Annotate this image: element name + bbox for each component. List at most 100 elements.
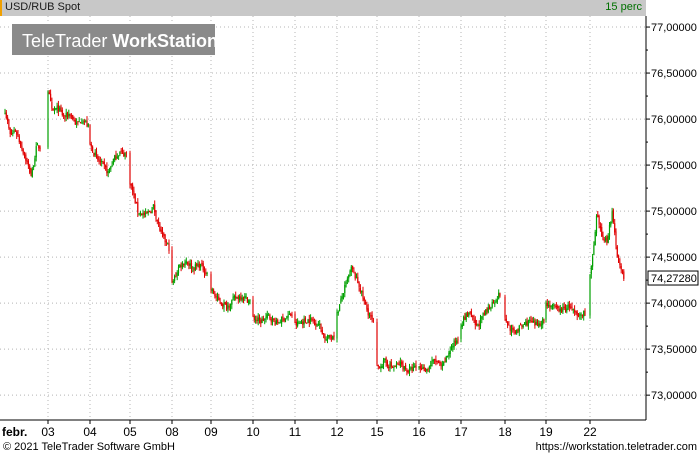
candle-body — [119, 151, 121, 155]
candle-body — [308, 319, 310, 323]
candle-body — [165, 241, 167, 243]
candle-body — [36, 144, 39, 146]
candle-body — [203, 269, 206, 274]
candle-body — [460, 326, 462, 339]
candle-body — [564, 307, 567, 311]
candle-body — [79, 122, 82, 124]
candle-body — [498, 292, 500, 299]
website-link[interactable]: https://workstation.teletrader.com — [535, 441, 697, 453]
candle-body — [312, 319, 314, 321]
price-chart[interactable]: TeleTrader WorkStation 77,0000076,500007… — [0, 0, 700, 440]
candle-body — [306, 322, 308, 324]
candle-body — [598, 215, 600, 225]
candle-body — [436, 361, 438, 363]
candle-body — [133, 190, 135, 195]
candle-body — [123, 152, 125, 156]
candle-body — [337, 312, 339, 314]
candle-body — [16, 131, 18, 135]
candle-body — [211, 289, 213, 291]
candle-body — [303, 318, 305, 325]
candle-body — [223, 303, 225, 308]
candle-body — [227, 305, 229, 309]
candle-body — [392, 367, 394, 369]
candle-body — [414, 365, 416, 367]
candle-body — [534, 319, 536, 326]
candle-body — [39, 147, 41, 149]
candle-body — [390, 362, 392, 367]
candle-body — [611, 211, 613, 222]
candle-body — [354, 272, 356, 279]
candle-body — [477, 325, 479, 327]
x-tick-label: 11 — [289, 425, 302, 439]
candle-body — [427, 369, 429, 371]
candle-body — [196, 263, 198, 267]
candle-body — [538, 323, 540, 327]
candle-body — [339, 304, 341, 311]
candle-body — [246, 297, 248, 303]
candle-body — [20, 140, 22, 147]
candle-body — [38, 145, 40, 149]
candle-body — [90, 144, 92, 147]
x-axis: febr. 03 04 05 08 09 10 11 12 15 16 17 18 19 22 — [2, 420, 597, 439]
candle-body — [102, 161, 104, 163]
candle-body — [443, 362, 445, 366]
candle-body — [401, 361, 403, 365]
symbol-label[interactable]: USD/RUB Spot — [5, 1, 81, 13]
candle-body — [187, 262, 189, 264]
candle-body — [576, 311, 578, 316]
candle-body — [265, 316, 267, 319]
candle-body — [299, 322, 301, 324]
candle-body — [550, 306, 552, 308]
candle-body — [21, 145, 23, 149]
candle-body — [8, 120, 10, 129]
candle-body — [562, 307, 564, 312]
candle-body — [466, 312, 469, 316]
candle-body — [525, 321, 527, 326]
candle-body — [499, 293, 501, 296]
candle-body — [570, 306, 572, 308]
candle-body — [603, 239, 605, 241]
candle-body — [273, 318, 275, 321]
candle-body — [583, 310, 585, 317]
y-tick-label: 77,00000 — [651, 22, 697, 34]
candle-body — [155, 210, 157, 219]
candle-body — [330, 337, 332, 339]
candle-body — [574, 309, 576, 312]
interval-label[interactable]: 15 perc — [605, 1, 642, 13]
candle-body — [402, 364, 404, 370]
candle-body — [105, 165, 107, 168]
candle-body — [298, 323, 300, 325]
candle-body — [397, 363, 399, 365]
candle-body — [599, 225, 601, 229]
candle-body — [321, 329, 323, 335]
y-tick-label: 76,50000 — [651, 68, 697, 80]
candle-body — [482, 313, 484, 316]
candle-body — [10, 132, 13, 135]
candle-body — [353, 270, 355, 272]
candle-body — [65, 112, 67, 117]
candle-body — [232, 296, 234, 300]
candle-body — [407, 370, 409, 373]
y-tick-label: 75,50000 — [651, 160, 697, 172]
x-tick-label: 09 — [204, 425, 218, 439]
candle-body — [620, 265, 622, 270]
candle-body — [252, 299, 254, 317]
candle-body — [313, 320, 316, 322]
candle-body — [319, 323, 321, 325]
candle-body — [286, 316, 288, 318]
candle-body — [152, 204, 154, 207]
candle-body — [597, 214, 599, 217]
candle-body — [358, 282, 360, 288]
candle-body — [134, 193, 136, 204]
candle-body — [201, 262, 203, 264]
candle-body — [97, 156, 99, 160]
candle-body — [53, 109, 56, 112]
candle-body — [281, 316, 283, 324]
candle-body — [287, 315, 289, 318]
candle-body — [490, 308, 492, 310]
candle-body — [26, 160, 28, 162]
candle-body — [474, 319, 476, 326]
candle-body — [601, 227, 603, 237]
candle-body — [440, 362, 442, 366]
candle-body — [242, 296, 245, 300]
